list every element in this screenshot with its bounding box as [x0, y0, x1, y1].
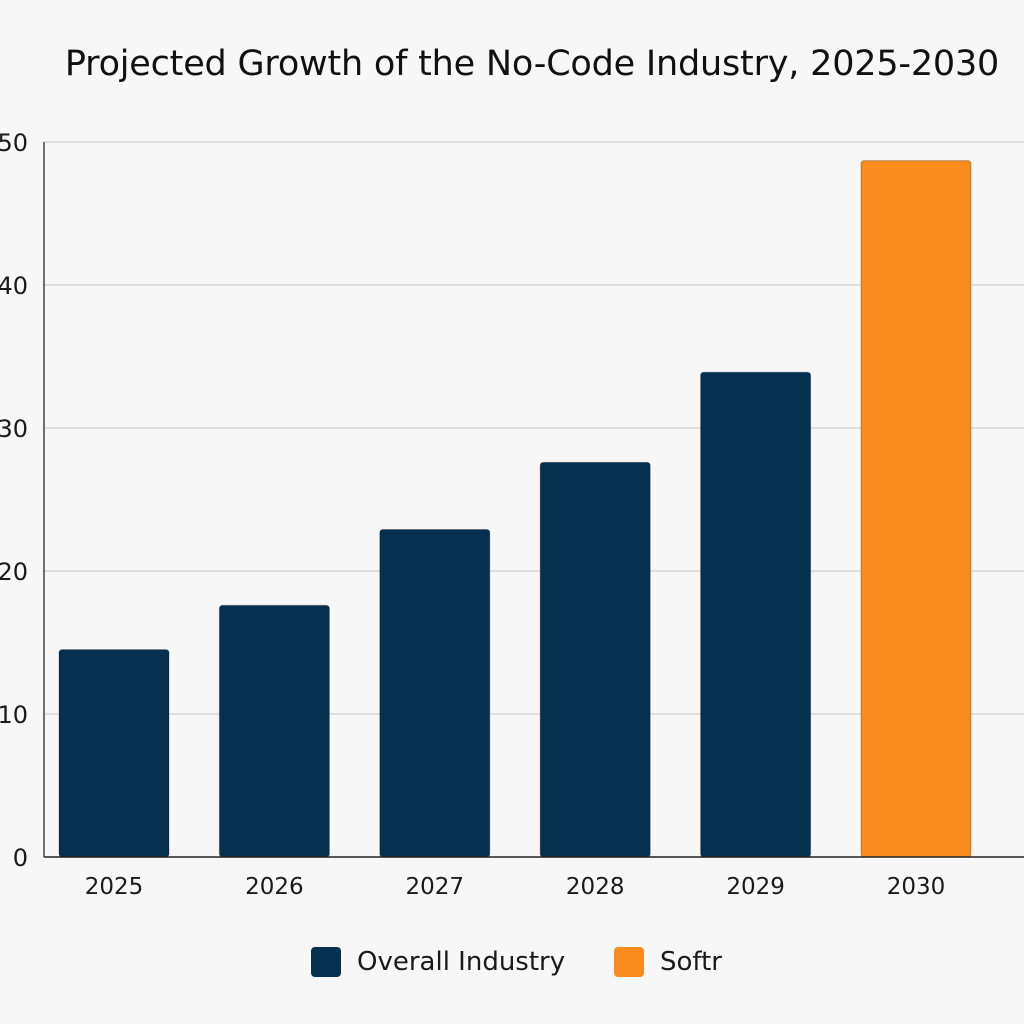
legend-swatch-overall-industry — [311, 947, 341, 977]
legend-item-softr: Softr — [614, 944, 722, 980]
y-tick-label-30: 30 — [0, 415, 28, 443]
legend-item-overall-industry: Overall Industry — [311, 944, 565, 980]
x-tick-label-2030: 2030 — [887, 874, 946, 900]
x-tick-label-2028: 2028 — [566, 874, 625, 900]
x-tick-label-2027: 2027 — [406, 874, 465, 900]
y-tick-label-20: 20 — [0, 558, 28, 586]
x-tick-label-2025: 2025 — [85, 874, 144, 900]
y-tick-label-0: 0 — [13, 844, 28, 872]
y-tick-label-50: 50 — [0, 129, 28, 157]
bar-2030 — [860, 160, 972, 858]
bar-2025 — [58, 649, 170, 858]
legend-label-overall-industry: Overall Industry — [357, 947, 566, 977]
legend: Overall Industry Softr — [0, 944, 1024, 980]
x-tick-label-2026: 2026 — [245, 874, 304, 900]
bar-2027 — [379, 529, 491, 858]
legend-label-softr: Softr — [660, 947, 722, 977]
bar-2029 — [700, 371, 812, 858]
bar-2026 — [218, 604, 330, 858]
x-tick-label-2029: 2029 — [726, 874, 785, 900]
chart-title: Projected Growth of the No-Code Industry… — [64, 44, 1000, 84]
y-tick-label-40: 40 — [0, 272, 28, 300]
y-tick-label-10: 10 — [0, 701, 28, 729]
legend-swatch-softr — [614, 947, 644, 977]
bar-2028 — [539, 461, 651, 858]
